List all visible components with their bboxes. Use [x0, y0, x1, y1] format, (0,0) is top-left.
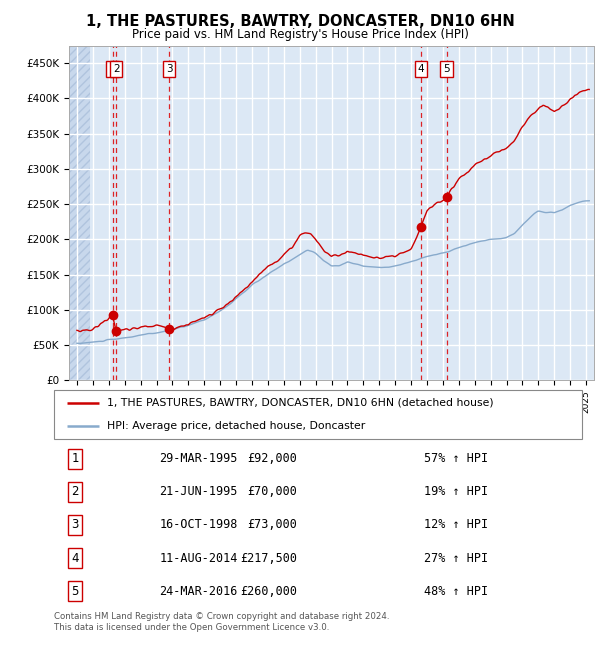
Text: 1: 1: [71, 452, 79, 465]
Text: £73,000: £73,000: [247, 519, 297, 532]
Text: 29-MAR-1995: 29-MAR-1995: [160, 452, 238, 465]
Text: 24-MAR-2016: 24-MAR-2016: [160, 585, 238, 598]
Text: 19% ↑ HPI: 19% ↑ HPI: [424, 485, 488, 499]
Text: 5: 5: [71, 585, 79, 598]
Text: 16-OCT-1998: 16-OCT-1998: [160, 519, 238, 532]
Text: 4: 4: [418, 64, 424, 74]
Text: 1: 1: [109, 64, 116, 74]
Text: 27% ↑ HPI: 27% ↑ HPI: [424, 551, 488, 564]
Text: 3: 3: [71, 519, 79, 532]
Text: HPI: Average price, detached house, Doncaster: HPI: Average price, detached house, Donc…: [107, 421, 365, 431]
Text: 12% ↑ HPI: 12% ↑ HPI: [424, 519, 488, 532]
Text: 11-AUG-2014: 11-AUG-2014: [160, 551, 238, 564]
Text: 1, THE PASTURES, BAWTRY, DONCASTER, DN10 6HN (detached house): 1, THE PASTURES, BAWTRY, DONCASTER, DN10…: [107, 398, 493, 408]
Text: 2: 2: [71, 485, 79, 499]
Text: £92,000: £92,000: [247, 452, 297, 465]
Text: 5: 5: [443, 64, 450, 74]
Text: 4: 4: [71, 551, 79, 564]
Text: £217,500: £217,500: [240, 551, 297, 564]
Text: Contains HM Land Registry data © Crown copyright and database right 2024.
This d: Contains HM Land Registry data © Crown c…: [54, 612, 389, 632]
Text: 48% ↑ HPI: 48% ↑ HPI: [424, 585, 488, 598]
Text: 57% ↑ HPI: 57% ↑ HPI: [424, 452, 488, 465]
Text: £70,000: £70,000: [247, 485, 297, 499]
Text: 2: 2: [113, 64, 119, 74]
Text: £260,000: £260,000: [240, 585, 297, 598]
Text: 21-JUN-1995: 21-JUN-1995: [160, 485, 238, 499]
Text: Price paid vs. HM Land Registry's House Price Index (HPI): Price paid vs. HM Land Registry's House …: [131, 28, 469, 41]
Text: 3: 3: [166, 64, 172, 74]
Text: 1, THE PASTURES, BAWTRY, DONCASTER, DN10 6HN: 1, THE PASTURES, BAWTRY, DONCASTER, DN10…: [86, 14, 514, 29]
